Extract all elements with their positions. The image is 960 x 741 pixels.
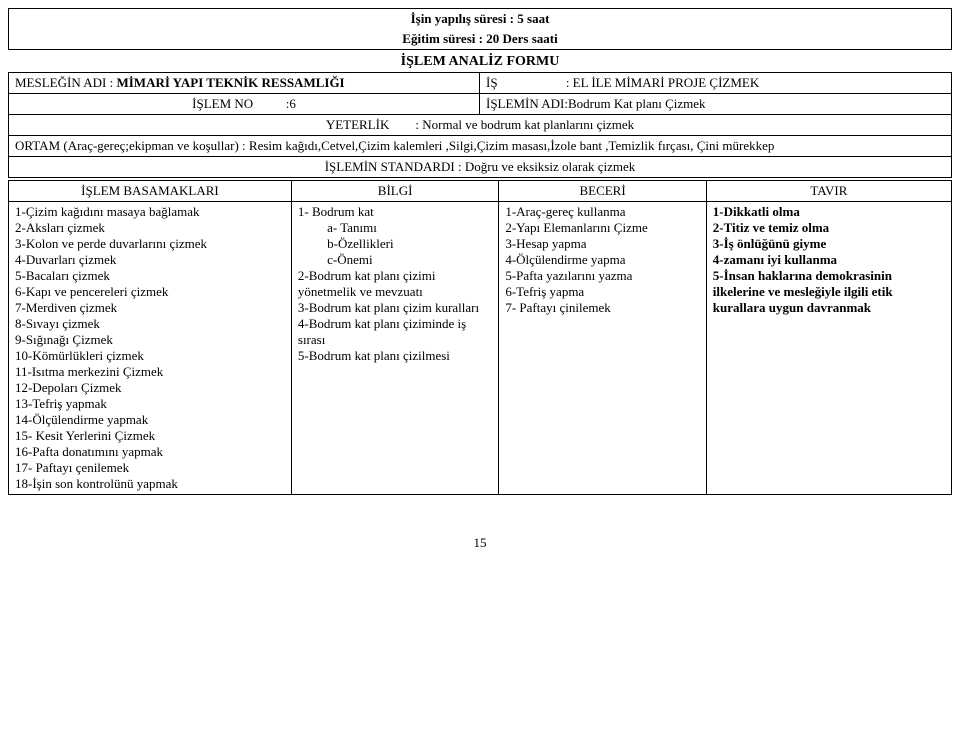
form-box: MESLEĞİN ADI : MİMARİ YAPI TEKNİK RESSAM…	[8, 72, 952, 178]
list-item: 3-Hesap yapma	[505, 236, 699, 252]
list-item: c-Önemi	[298, 252, 492, 268]
ortam-value: Resim kağıdı,Cetvel,Çizim kalemleri ,Sil…	[249, 138, 774, 153]
is-label: İŞ	[486, 75, 498, 90]
list-item: a- Tanımı	[298, 220, 492, 236]
standard-value: Doğru ve eksiksiz olarak çizmek	[465, 159, 635, 174]
list-item: 4-zamanı iyi kullanma	[713, 252, 945, 268]
list-item: 3-Kolon ve perde duvarlarını çizmek	[15, 236, 285, 252]
list-item: b-Özellikleri	[298, 236, 492, 252]
td-basamak: 1-Çizim kağıdını masaya bağlamak2-Akslar…	[9, 202, 292, 495]
row-yeterlik: YETERLİK : Normal ve bodrum kat planları…	[9, 114, 951, 135]
meslek-value: MİMARİ YAPI TEKNİK RESSAMLIĞI	[116, 75, 344, 90]
standard-label: İŞLEMİN STANDARDI :	[325, 159, 465, 174]
list-item: 4-Ölçülendirme yapma	[505, 252, 699, 268]
list-item: 6-Kapı ve pencereleri çizmek	[15, 284, 285, 300]
is-cell: İŞ : EL İLE MİMARİ PROJE ÇİZMEK	[480, 73, 951, 93]
row-standard: İŞLEMİN STANDARDI : Doğru ve eksiksiz ol…	[9, 156, 951, 177]
th-tavir: TAVIR	[706, 181, 951, 202]
list-item: 10-Kömürlükleri çizmek	[15, 348, 285, 364]
list-item: 2-Titiz ve temiz olma	[713, 220, 945, 236]
td-bilgi: 1- Bodrum kat a- Tanımı b-Özellikleri c-…	[291, 202, 498, 495]
list-item: 18-İşin son kontrolünü yapmak	[15, 476, 285, 492]
list-item: 16-Pafta donatımını yapmak	[15, 444, 285, 460]
islemno-label: İŞLEM NO	[192, 96, 253, 111]
meslek-label: MESLEĞİN ADI :	[15, 75, 116, 90]
islemadi-cell: İŞLEMİN ADI:Bodrum Kat planı Çizmek	[480, 94, 951, 114]
form-title: İŞLEM ANALİZ FORMU	[8, 54, 952, 70]
duration-value-2: 20 Ders saati	[486, 31, 558, 46]
list-item: 8-Sıvayı çizmek	[15, 316, 285, 332]
list-item: 1-Araç-gereç kullanma	[505, 204, 699, 220]
th-beceri: BECERİ	[499, 181, 706, 202]
table-body-row: 1-Çizim kağıdını masaya bağlamak2-Akslar…	[9, 202, 952, 495]
ortam-label: ORTAM (Araç-gereç;ekipman ve koşullar) :	[15, 138, 249, 153]
yeterlik-label: YETERLİK	[326, 117, 390, 132]
td-beceri: 1-Araç-gereç kullanma2-Yapı Elemanlarını…	[499, 202, 706, 495]
standard-cell: İŞLEMİN STANDARDI : Doğru ve eksiksiz ol…	[9, 157, 951, 177]
yeterlik-value: : Normal ve bodrum kat planlarını çizmek	[389, 117, 634, 132]
list-item: 4-Bodrum kat planı çiziminde iş sırası	[298, 316, 492, 348]
table-header-row: İŞLEM BASAMAKLARI BİLGİ BECERİ TAVIR	[9, 181, 952, 202]
list-item: 11-Isıtma merkezini Çizmek	[15, 364, 285, 380]
row-islemno-islemadi: İŞLEM NO :6 İŞLEMİN ADI:Bodrum Kat planı…	[9, 93, 951, 114]
list-item: 14-Ölçülendirme yapmak	[15, 412, 285, 428]
duration-value-1: 5 saat	[517, 11, 549, 26]
list-item: 7-Merdiven çizmek	[15, 300, 285, 316]
list-item: 5-Bodrum kat planı çizilmesi	[298, 348, 492, 364]
list-item: 6-Tefriş yapma	[505, 284, 699, 300]
list-item: 1- Bodrum kat	[298, 204, 492, 220]
th-basamak: İŞLEM BASAMAKLARI	[9, 181, 292, 202]
row-ortam: ORTAM (Araç-gereç;ekipman ve koşullar) :…	[9, 135, 951, 156]
analysis-table: İŞLEM BASAMAKLARI BİLGİ BECERİ TAVIR 1-Ç…	[8, 180, 952, 495]
duration-label-2: Eğitim süresi :	[402, 31, 486, 46]
islemno-value: :6	[253, 96, 296, 111]
islemadi-label: İŞLEMİN ADI:	[486, 96, 568, 111]
islemadi-value: Bodrum Kat planı Çizmek	[568, 96, 706, 111]
islemno-cell: İŞLEM NO :6	[9, 94, 480, 114]
is-value: : EL İLE MİMARİ PROJE ÇİZMEK	[498, 75, 760, 90]
list-item: 5-İnsan haklarına demokrasinin ilkelerin…	[713, 268, 945, 316]
duration-box: İşin yapılış süresi : 5 saat Eğitim süre…	[8, 8, 952, 50]
list-item: 2-Yapı Elemanlarını Çizme	[505, 220, 699, 236]
list-item: 12-Depoları Çizmek	[15, 380, 285, 396]
list-item: 13-Tefriş yapmak	[15, 396, 285, 412]
list-item: 7- Paftayı çinilemek	[505, 300, 699, 316]
duration-label-1: İşin yapılış süresi :	[411, 11, 518, 26]
th-bilgi: BİLGİ	[291, 181, 498, 202]
list-item: 2-Aksları çizmek	[15, 220, 285, 236]
duration-line-1: İşin yapılış süresi : 5 saat	[9, 9, 951, 29]
list-item: 3-İş önlüğünü giyme	[713, 236, 945, 252]
list-item: 2-Bodrum kat planı çizimi yönetmelik ve …	[298, 268, 492, 300]
row-meslek-is: MESLEĞİN ADI : MİMARİ YAPI TEKNİK RESSAM…	[9, 73, 951, 93]
list-item: 1-Çizim kağıdını masaya bağlamak	[15, 204, 285, 220]
ortam-cell: ORTAM (Araç-gereç;ekipman ve koşullar) :…	[9, 136, 951, 156]
list-item: 1-Dikkatli olma	[713, 204, 945, 220]
list-item: 9-Sığınağı Çizmek	[15, 332, 285, 348]
td-tavir: 1-Dikkatli olma2-Titiz ve temiz olma3-İş…	[706, 202, 951, 495]
duration-line-2: Eğitim süresi : 20 Ders saati	[9, 29, 951, 49]
list-item: 4-Duvarları çizmek	[15, 252, 285, 268]
list-item: 17- Paftayı çenilemek	[15, 460, 285, 476]
yeterlik-cell: YETERLİK : Normal ve bodrum kat planları…	[9, 115, 951, 135]
list-item: 15- Kesit Yerlerini Çizmek	[15, 428, 285, 444]
page-number: 15	[8, 535, 952, 551]
meslek-cell: MESLEĞİN ADI : MİMARİ YAPI TEKNİK RESSAM…	[9, 73, 480, 93]
list-item: 5-Bacaları çizmek	[15, 268, 285, 284]
list-item: 3-Bodrum kat planı çizim kuralları	[298, 300, 492, 316]
list-item: 5-Pafta yazılarını yazma	[505, 268, 699, 284]
